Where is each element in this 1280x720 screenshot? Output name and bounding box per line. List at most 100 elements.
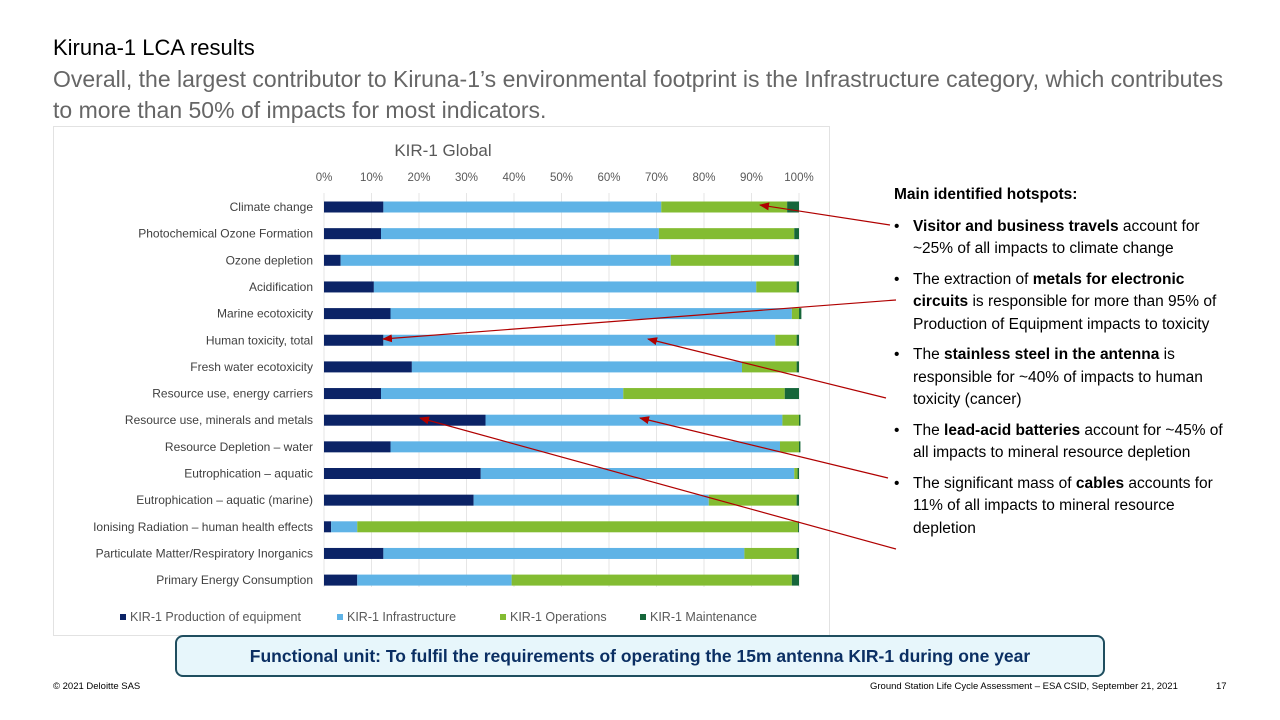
bar-segment	[324, 254, 341, 266]
x-tick-label: 80%	[692, 172, 715, 184]
bar-segment	[324, 281, 374, 293]
bullet: •	[894, 270, 900, 288]
bar-segment	[799, 441, 801, 453]
hotspot-text-pre: The	[913, 346, 945, 363]
legend-label: KIR-1 Infrastructure	[347, 610, 456, 624]
bar-segment	[670, 254, 795, 266]
bar-segment	[794, 254, 799, 266]
legend-label: KIR-1 Operations	[510, 610, 607, 624]
bar-segment	[324, 414, 486, 426]
legend-swatch	[120, 614, 126, 620]
bullet: •	[894, 217, 900, 235]
legend-swatch	[640, 614, 646, 620]
category-label: Climate change	[230, 200, 314, 214]
bar-segment	[796, 361, 799, 373]
category-label: Eutrophication – aquatic (marine)	[136, 493, 313, 507]
bar-segment	[784, 388, 799, 400]
hotspot-text-bold: cables	[1075, 474, 1125, 492]
category-label: Acidification	[249, 280, 313, 294]
bar-segment	[411, 361, 742, 373]
bullet: •	[894, 346, 900, 363]
bar-segment	[798, 521, 799, 533]
x-tick-label: 10%	[360, 172, 383, 184]
bar-segment	[797, 468, 799, 479]
category-label: Marine ecotoxicity	[217, 307, 313, 321]
bar-segment	[661, 201, 788, 213]
bar-segment	[791, 308, 799, 320]
bar-segment	[381, 388, 624, 400]
bar-segment	[623, 388, 785, 400]
bar-segment	[780, 441, 799, 453]
bar-segment	[324, 388, 381, 400]
page-number: 17	[1216, 681, 1227, 692]
bar-segment	[742, 361, 797, 373]
functional-unit-box: Functional unit: To fulfil the requireme…	[175, 635, 1105, 677]
legend-swatch	[337, 614, 343, 620]
chart-frame: KIR-1 Global 0% 10% 20% 30% 40% 50% 60% 70% 80% 90…	[53, 126, 830, 636]
x-tick-label: 70%	[645, 172, 668, 184]
category-label: Resource Depletion – water	[165, 440, 313, 454]
category-label: Particulate Matter/Respiratory Inorganic…	[96, 546, 313, 560]
legend-swatch	[500, 614, 506, 620]
x-tick-label: 30%	[455, 172, 478, 184]
bar-segment	[357, 521, 799, 533]
bar-segment	[799, 414, 801, 426]
hotspot-item-batteries: • The lead-acid batteries account for ~45…	[894, 420, 1224, 465]
bar-segment	[658, 228, 795, 240]
bar-segment	[383, 334, 776, 346]
bar-segment	[708, 494, 797, 506]
bar-segment	[796, 281, 799, 293]
hotspot-text-pre: The	[913, 421, 945, 439]
bullet: •	[894, 474, 900, 492]
bar-segment	[324, 468, 481, 479]
bar-segment	[794, 468, 798, 479]
legend-label: KIR-1 Production of equipment	[130, 610, 301, 624]
bar-segment	[324, 361, 412, 373]
functional-unit-text: Functional unit: To fulfil the requireme…	[249, 645, 1031, 666]
category-label: Resource use, energy carriers	[152, 387, 313, 401]
x-tick-label: 40%	[502, 172, 525, 184]
chart-title: KIR-1 Global	[394, 141, 491, 160]
bar-segment	[357, 574, 512, 586]
bar-segment	[390, 308, 792, 320]
category-label: Eutrophication – aquatic	[184, 467, 313, 481]
x-tick-label: 50%	[550, 172, 573, 184]
bar-segment	[796, 334, 799, 346]
category-label: Resource use, minerals and metals	[125, 413, 313, 427]
hotspot-text-pre: The significant mass of	[913, 474, 1076, 492]
bar-segment	[390, 441, 780, 453]
bar-segment	[782, 414, 799, 426]
hotspot-text-bold: Visitor and business travels	[913, 217, 1119, 235]
hotspot-item-electronic-metals: • The extraction of metals for electronic…	[894, 269, 1224, 337]
category-label: Fresh water ecotoxicity	[190, 360, 313, 374]
bar-segment	[381, 228, 659, 240]
bar-segment	[756, 281, 797, 293]
hotspots-heading: Main identified hotspots:	[894, 186, 1078, 203]
bar-segment	[324, 334, 384, 346]
bar-segment	[775, 334, 797, 346]
category-label: Photochemical Ozone Formation	[138, 227, 313, 241]
hotspot-text-post: is responsible for ~40% of impacts to hu…	[913, 346, 1203, 408]
bar-segment	[324, 228, 381, 240]
hotspot-text-post: account for ~25% of all impacts to clima…	[913, 217, 1200, 258]
bar-segment	[324, 547, 384, 559]
hotspot-text-post: is responsible for more than 95% of Prod…	[913, 293, 1217, 333]
bar-segment	[485, 414, 783, 426]
hotspot-text-post: account for ~45% of all impacts to miner…	[913, 421, 1223, 462]
bar-segment	[340, 254, 671, 266]
stacked-bar-chart: KIR-1 Global 0% 10% 20% 30% 40% 50% 60% 70% 80% 90…	[93, 141, 814, 624]
x-tick-label: 100%	[784, 172, 813, 184]
bar-segment	[373, 281, 757, 293]
bar-segment	[796, 547, 799, 559]
bar-segment	[324, 201, 384, 213]
hotspot-text-bold: stainless steel in the antenna	[944, 346, 1160, 363]
x-tick-label: 0%	[316, 172, 333, 184]
hotspots-panel: Main identified hotspots: • Visitor and b…	[894, 184, 1224, 548]
hotspot-text-bold: metals for electronic circuits	[913, 270, 1185, 311]
bar-segment	[383, 547, 745, 559]
footer-event: Ground Station Life Cycle Assessment – E…	[870, 681, 1178, 692]
bar-segment	[331, 521, 358, 533]
bar-segment	[787, 201, 799, 213]
bar-segment	[511, 574, 792, 586]
footer-copyright: © 2021 Deloitte SAS	[53, 681, 141, 692]
